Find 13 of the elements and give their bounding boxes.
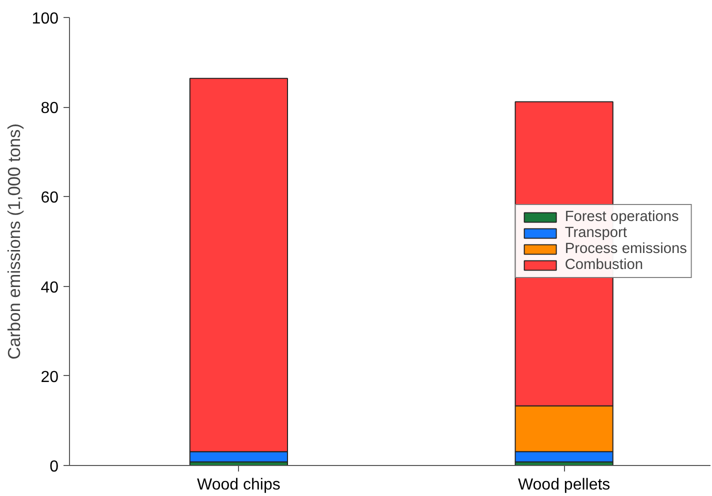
- x-tick-label: Wood pellets: [518, 476, 610, 494]
- y-tick-label: 80: [40, 100, 59, 118]
- legend-label: Process emissions: [564, 241, 687, 257]
- y-tick-label: 100: [32, 10, 59, 28]
- y-axis-title: Carbon emissions (1,000 tons): [4, 124, 24, 360]
- y-tick-label: 60: [40, 190, 59, 207]
- y-tick-label: 20: [40, 368, 59, 386]
- legend-label: Combustion: [564, 257, 644, 273]
- y-tick-label: 0: [50, 458, 59, 476]
- legend-label: Forest operations: [564, 209, 679, 225]
- y-tick-label: 40: [40, 279, 59, 296]
- x-tick-label: Wood chips: [197, 476, 280, 494]
- legend-label: Transport: [564, 225, 627, 241]
